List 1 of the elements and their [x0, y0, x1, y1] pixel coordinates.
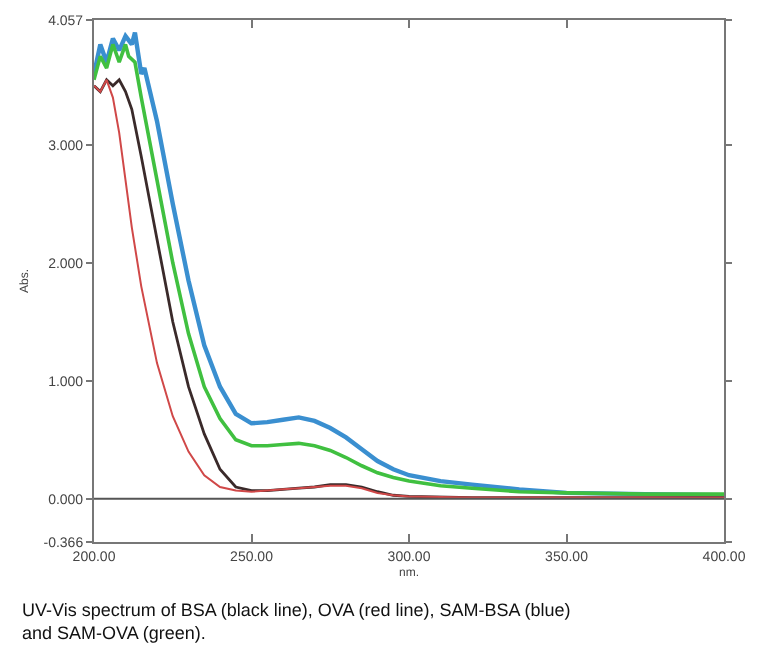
text: UV-Vis spectrum of BSA (black line), OVA (red line), SAM-BSA (blue) and SAM-OVA (green). [22, 600, 571, 644]
